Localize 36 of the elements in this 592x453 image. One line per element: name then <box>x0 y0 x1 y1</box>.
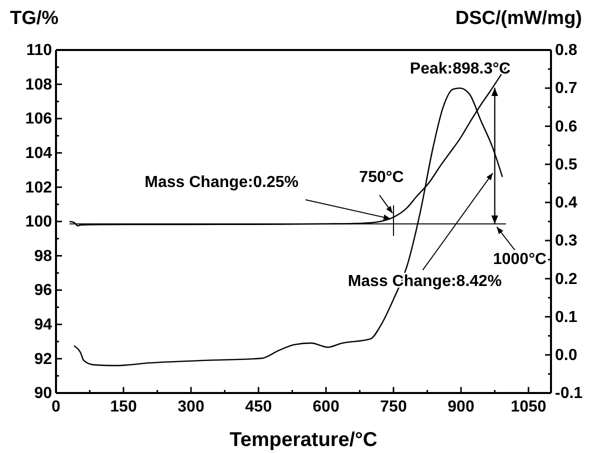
y2-tick-label: 0.6 <box>555 118 578 136</box>
y2-axis-title: DSC/(mW/mg) <box>455 8 582 29</box>
annotation: 750°C <box>359 169 404 186</box>
y-tick-label: 96 <box>34 282 52 300</box>
y2-tick-label: -0.1 <box>555 385 583 402</box>
y-tick-label: 98 <box>34 248 52 265</box>
x-tick-label: 900 <box>448 398 474 416</box>
x-tick-label: 0 <box>52 398 61 416</box>
y2-tick-label: 0.8 <box>555 42 578 60</box>
x-tick-label: 750 <box>380 398 407 416</box>
y2-tick-label: 0.1 <box>555 308 578 326</box>
x-tick-label: 600 <box>312 398 340 416</box>
y-tick-label: 102 <box>25 179 52 196</box>
y2-tick-label: 0.0 <box>555 347 578 364</box>
x-tick-label: 450 <box>245 398 272 416</box>
y-tick-label: 94 <box>34 316 52 334</box>
y-tick-label: 100 <box>25 214 52 231</box>
y-tick-label: 106 <box>25 110 52 128</box>
x-tick-label: 150 <box>110 398 137 416</box>
y-tick-label: 104 <box>25 145 52 162</box>
y-tick-label: 108 <box>25 76 52 94</box>
x-tick-label: 300 <box>178 398 204 416</box>
y2-tick-label: 0.2 <box>555 270 578 288</box>
annotation: Peak:898.3°C <box>410 60 512 78</box>
x-axis-title: Temperature/°C <box>230 429 378 451</box>
y2-tick-label: 0.3 <box>555 232 578 250</box>
y-tick-label: 90 <box>34 385 52 402</box>
y2-tick-label: 0.4 <box>555 194 578 212</box>
y2-tick-label: 0.7 <box>555 80 578 98</box>
annotation: 1000°C <box>492 250 547 268</box>
y-axis-title: TG/% <box>10 8 59 29</box>
annotation: Mass Change:0.25% <box>144 174 298 191</box>
x-tick-label: 1050 <box>510 398 546 416</box>
y2-tick-label: 0.5 <box>555 156 578 174</box>
y-tick-label: 92 <box>34 350 52 368</box>
y-tick-label: 110 <box>26 42 52 60</box>
